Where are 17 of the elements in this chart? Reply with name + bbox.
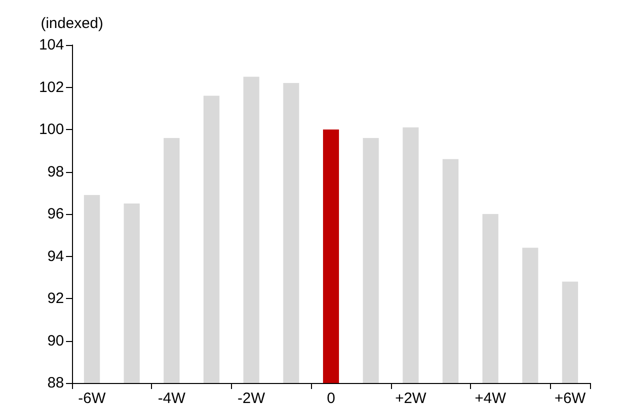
x-tick-label: 0 [326, 390, 336, 407]
y-tick-label: 92 [47, 290, 64, 307]
y-tick-label: 102 [38, 78, 64, 96]
x-tick-label: -6W [78, 390, 107, 407]
x-tick-label: -2W [238, 390, 266, 407]
y-tick-label: 96 [47, 206, 64, 222]
x-tick-label: +2W [395, 390, 428, 407]
y-tick-label: 94 [47, 248, 64, 265]
y-tick-label: 104 [38, 36, 64, 54]
x-tick-label: +6W [554, 390, 587, 407]
y-tick-label: 98 [47, 163, 64, 180]
y-tick-label: 100 [38, 121, 64, 138]
x-tick-label: +4W [474, 390, 507, 407]
x-tick-label: -4W [158, 390, 186, 407]
y-axis-title: (indexed) [40, 15, 104, 32]
y-tick-label: 90 [47, 332, 64, 350]
y-tick-label: 88 [47, 374, 64, 392]
